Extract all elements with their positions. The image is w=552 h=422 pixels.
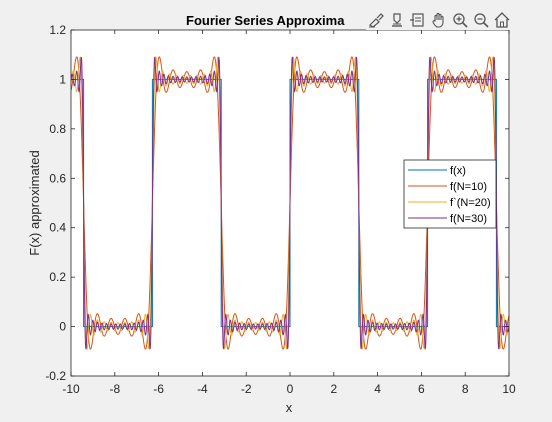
legend-entry-label: f(x) — [450, 165, 466, 177]
x-tick-label: -4 — [197, 382, 208, 396]
x-tick-label: -6 — [153, 382, 164, 396]
axes-toolbar — [366, 10, 512, 30]
legend-entry-label: f(N=30) — [450, 213, 487, 225]
home-icon[interactable] — [492, 10, 512, 30]
chart-title: Fourier Series Approxima — [186, 13, 345, 28]
legend-box — [403, 159, 497, 229]
x-tick-label: 10 — [502, 382, 516, 396]
x-tick-label: 0 — [287, 382, 294, 396]
data-tip-icon[interactable] — [387, 10, 407, 30]
x-tick-label: 8 — [462, 382, 469, 396]
export-icon[interactable] — [408, 10, 428, 30]
brush-icon[interactable] — [366, 10, 386, 30]
y-tick-label: 0 — [59, 320, 66, 334]
legend[interactable]: f(x) f(N=10) f`(N=20) f(N=30) — [403, 159, 497, 229]
x-tick-label: -10 — [62, 382, 80, 396]
series-line-4 — [71, 56, 509, 350]
y-tick-label: 1.2 — [49, 23, 66, 37]
tick-layer: -10 -8 -6 -4 -2 0 2 4 6 8 10 -0.2 0 0.2 0.4 0.6 0.8 1 1.2 — [45, 23, 516, 396]
y-tick-label: 0.4 — [49, 221, 66, 235]
legend-entry-label: f`(N=20) — [450, 197, 491, 209]
y-tick-label: 1 — [59, 72, 66, 86]
x-axis-label: x — [286, 400, 293, 415]
zoom-in-icon[interactable] — [450, 10, 470, 30]
x-tick-label: -8 — [109, 382, 120, 396]
y-tick-label: -0.2 — [45, 369, 66, 383]
x-tick-label: 6 — [418, 382, 425, 396]
y-tick-label: 0.2 — [49, 270, 66, 284]
y-axis-label: F(x) approximated — [27, 150, 42, 255]
x-tick-label: 2 — [330, 382, 337, 396]
y-tick-label: 0.6 — [49, 171, 66, 185]
zoom-out-icon[interactable] — [471, 10, 491, 30]
x-tick-label: 4 — [374, 382, 381, 396]
x-tick-label: -2 — [241, 382, 252, 396]
y-tick-label: 0.8 — [49, 122, 66, 136]
legend-entry-label: f(N=10) — [450, 181, 487, 193]
pan-hand-icon[interactable] — [429, 10, 449, 30]
series-layer — [71, 56, 509, 350]
